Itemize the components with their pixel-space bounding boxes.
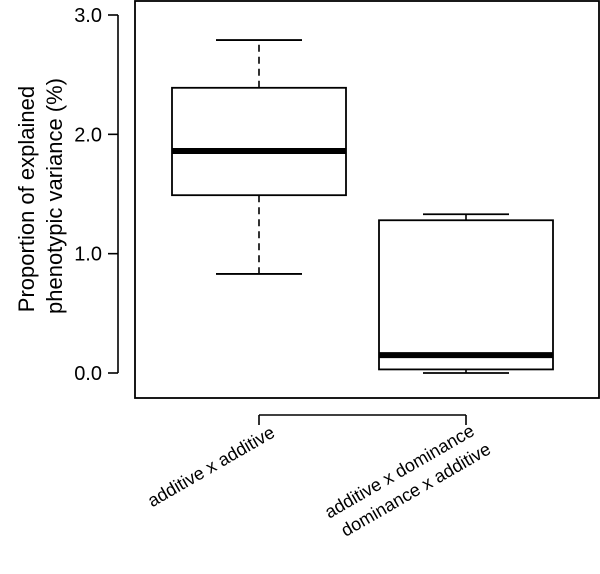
- y-axis-label: Proportion of explained phenotypic varia…: [14, 78, 67, 314]
- box-2: [378, 213, 554, 374]
- iqr-box: [171, 86, 347, 197]
- y-axis-label-line-1: Proportion of explained: [14, 86, 39, 312]
- iqr-box: [378, 219, 554, 371]
- plot-frame: [134, 0, 600, 399]
- x-tick-label-additive-x-dominance: additive x dominance dominance x additiv…: [321, 418, 494, 543]
- y-tick-label: 0.0: [74, 363, 102, 385]
- y-tick-label: 1.0: [74, 244, 102, 266]
- box-1: [171, 39, 347, 275]
- y-axis-label-line-2: phenotypic variance (%): [42, 78, 67, 314]
- x-axis-ticks: [258, 414, 467, 425]
- x-tick-label-line: additive x additive: [144, 422, 278, 511]
- y-axis-ticks: 0.0 1.0 2.0 3.0: [74, 5, 118, 385]
- y-tick-label: 2.0: [74, 124, 102, 146]
- x-tick-label-additive-x-additive: additive x additive: [144, 422, 278, 511]
- y-tick-label: 3.0: [74, 5, 102, 27]
- boxes: [171, 39, 554, 374]
